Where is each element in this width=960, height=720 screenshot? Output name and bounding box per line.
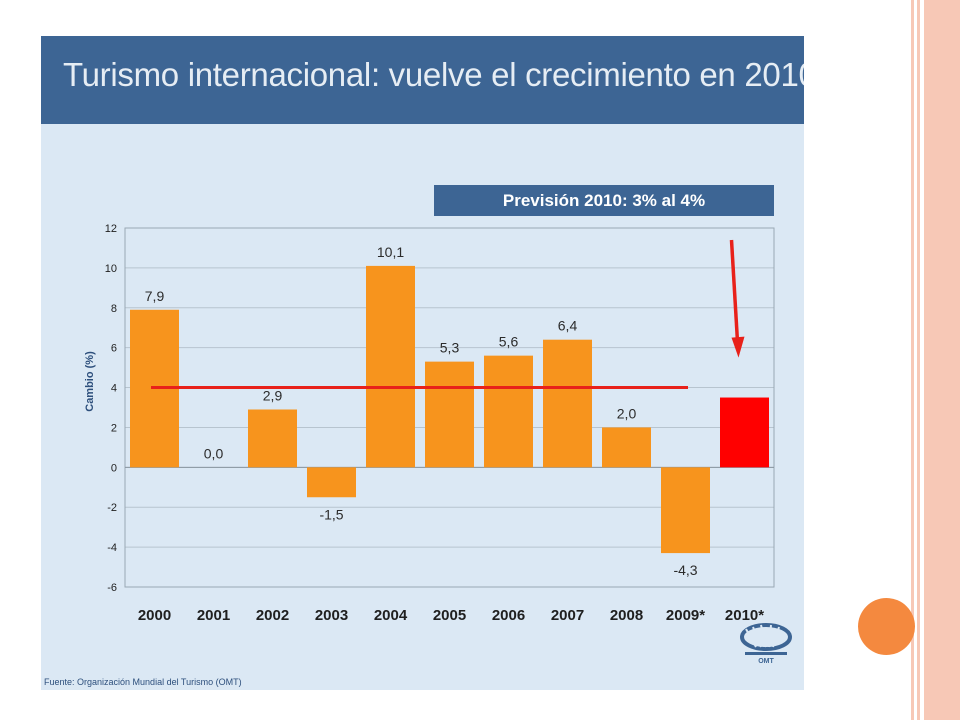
forecast-label: Previsión 2010: 3% al 4% bbox=[502, 191, 706, 210]
x-tick-label: 2007 bbox=[551, 607, 584, 624]
x-tick-label: 2001 bbox=[197, 607, 230, 624]
x-tick-label: 2005 bbox=[433, 607, 466, 624]
bar-2002 bbox=[248, 409, 297, 468]
x-tick-label: 2006 bbox=[492, 607, 525, 624]
title-bar: Turismo internacional: vuelve el crecimi… bbox=[41, 36, 804, 124]
bar-2006 bbox=[484, 355, 533, 468]
slide-title: Turismo internacional: vuelve el crecimi… bbox=[63, 56, 804, 93]
bar-2005 bbox=[425, 361, 474, 468]
bar-2004 bbox=[366, 265, 415, 468]
data-label: 5,3 bbox=[440, 340, 460, 356]
y-tick-label: -4 bbox=[107, 542, 117, 554]
y-tick-label: -2 bbox=[107, 502, 117, 514]
logo-text: OMT bbox=[758, 658, 774, 665]
data-label: 0,0 bbox=[204, 445, 224, 461]
y-tick-label: 8 bbox=[111, 303, 117, 315]
data-label: 7,9 bbox=[145, 288, 165, 304]
decorative-side-stripes bbox=[910, 0, 960, 720]
source-note: Fuente: Organización Mundial del Turismo… bbox=[44, 677, 242, 687]
bar-2010 bbox=[720, 397, 769, 468]
slide-image: Turismo internacional: vuelve el crecimi… bbox=[41, 36, 804, 690]
y-tick-label: 10 bbox=[105, 263, 117, 275]
data-label: -4,3 bbox=[673, 562, 697, 578]
decorative-orange-circle bbox=[858, 598, 915, 655]
y-tick-label: -6 bbox=[107, 582, 117, 594]
x-tick-label: 2000 bbox=[138, 607, 171, 624]
bar-2007 bbox=[543, 339, 592, 468]
data-label: -1,5 bbox=[319, 506, 343, 522]
y-tick-label: 6 bbox=[111, 343, 117, 355]
y-tick-label: 2 bbox=[111, 422, 117, 434]
x-tick-label: 2002 bbox=[256, 607, 289, 624]
x-tick-label: 2009* bbox=[666, 607, 705, 624]
bar-chart: 12 10 8 6 4 2 0 -2 -4 -6 7,9 0,0 2,9 -1,5 10,1 5,3 5,6 6,… bbox=[84, 223, 775, 624]
y-tick-label: 12 bbox=[105, 223, 117, 235]
data-label: 2,0 bbox=[617, 405, 637, 421]
x-tick-label: 2008 bbox=[610, 607, 643, 624]
y-tick-label: 4 bbox=[111, 383, 117, 395]
data-label: 6,4 bbox=[558, 318, 578, 334]
omt-logo: OMT bbox=[740, 623, 792, 665]
forecast-arrow bbox=[729, 239, 740, 342]
x-tick-label: 2004 bbox=[374, 607, 408, 624]
x-tick-label: 2003 bbox=[315, 607, 348, 624]
y-tick-label: 0 bbox=[111, 462, 117, 474]
bar-2003 bbox=[307, 467, 356, 498]
bar-2008 bbox=[602, 427, 651, 468]
forecast-arrow-head bbox=[731, 336, 745, 358]
data-label: 2,9 bbox=[263, 387, 283, 403]
data-label: 10,1 bbox=[377, 244, 404, 260]
bar-2009 bbox=[661, 467, 710, 554]
forecast-box: Previsión 2010: 3% al 4% bbox=[434, 185, 774, 216]
plot-border bbox=[124, 227, 775, 588]
x-tick-label: 2010* bbox=[725, 607, 764, 624]
data-label: 5,6 bbox=[499, 334, 519, 350]
y-axis-title: Cambio (%) bbox=[84, 351, 96, 412]
